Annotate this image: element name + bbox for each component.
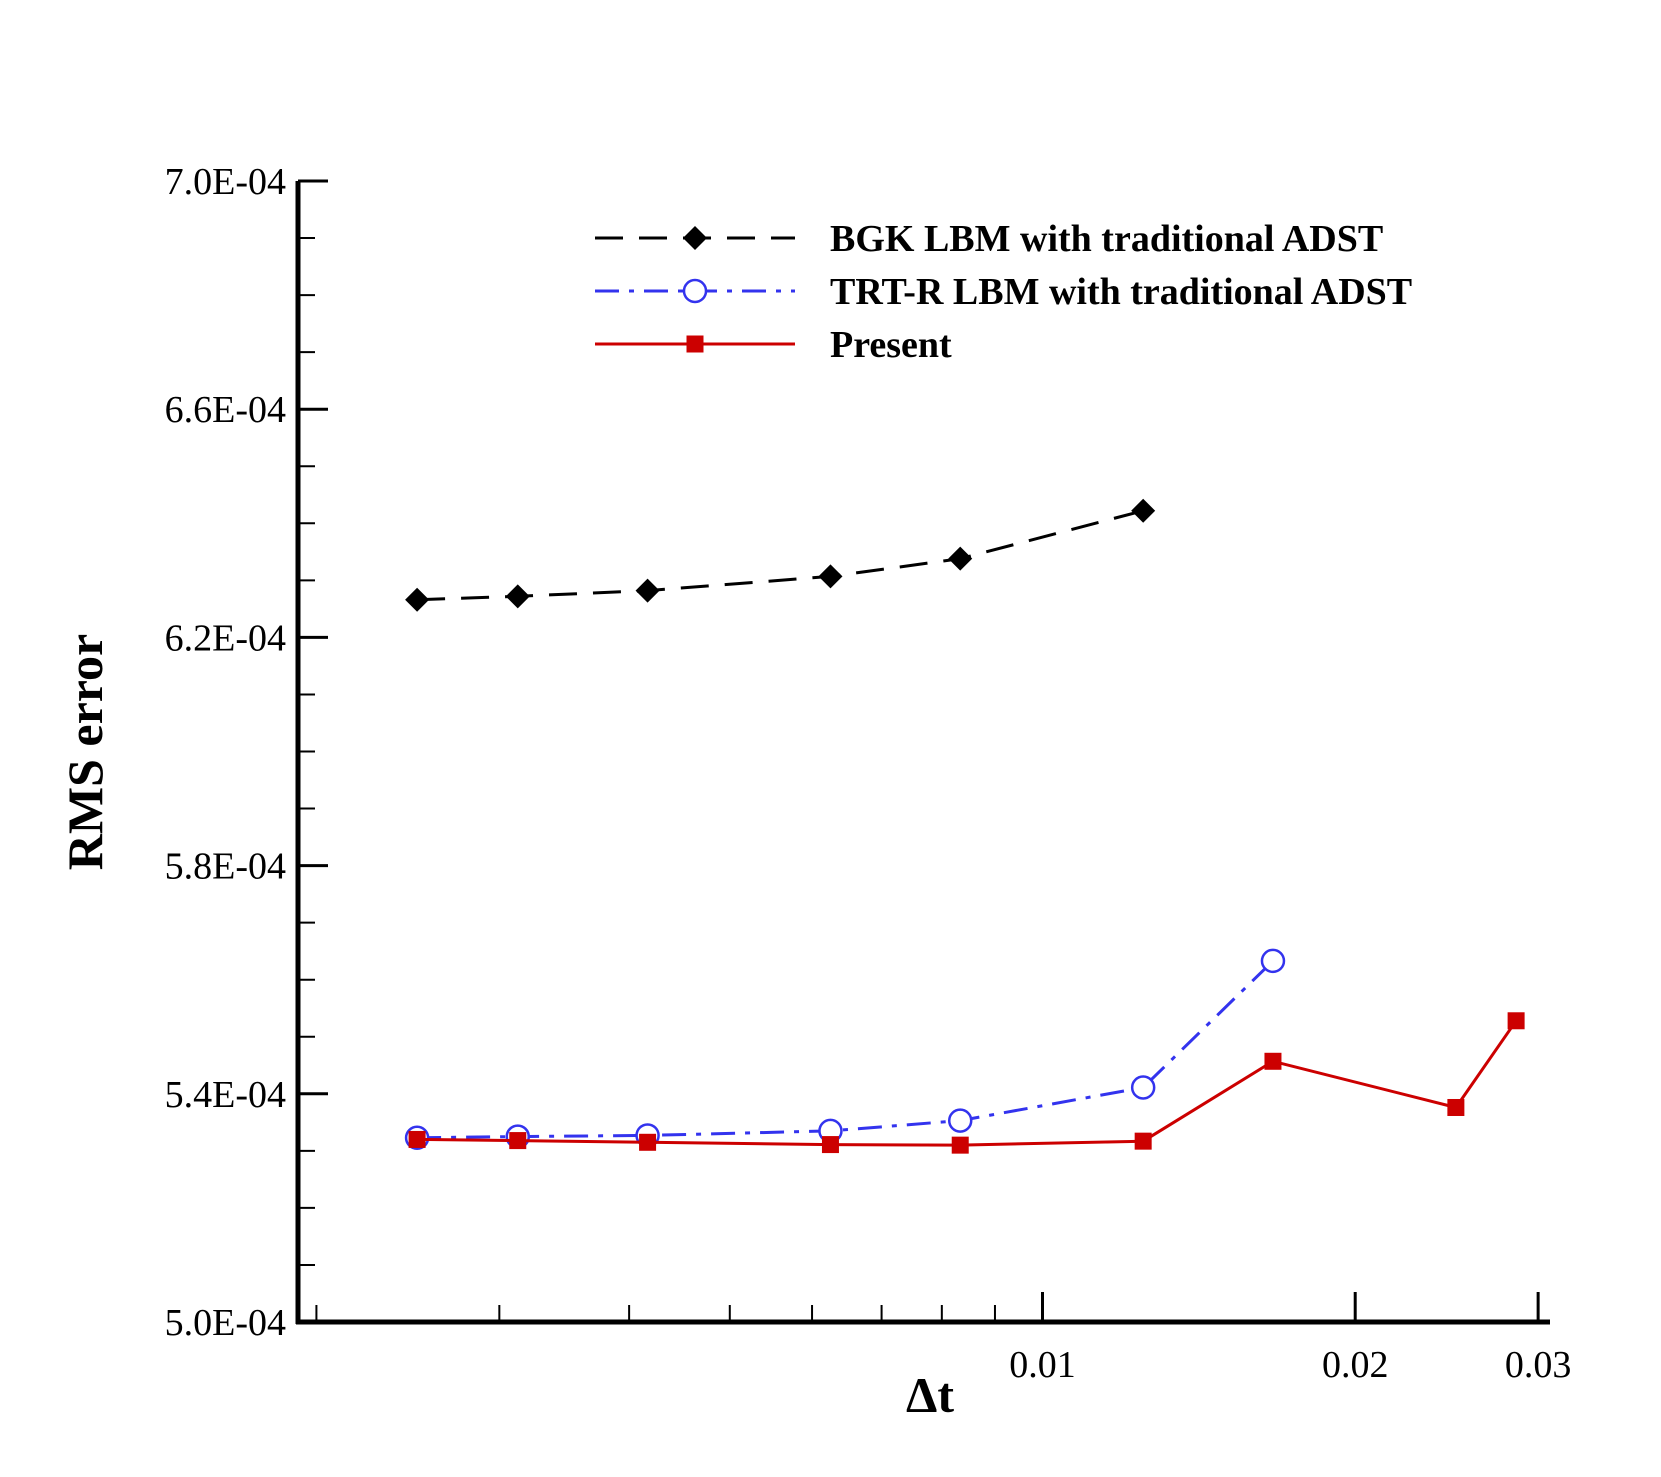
diamond-marker [1131, 498, 1156, 523]
diamond-marker [948, 546, 973, 571]
square-marker [1507, 1012, 1525, 1030]
square-marker [509, 1132, 527, 1150]
y-tick-label: 6.6E-04 [165, 389, 286, 431]
legend-label: TRT-R LBM with traditional ADST [830, 271, 1412, 313]
square-marker [639, 1133, 657, 1151]
square-marker [1264, 1052, 1282, 1070]
y-tick-label: 5.4E-04 [165, 1074, 286, 1116]
square-marker [821, 1136, 839, 1154]
diamond-marker [818, 564, 843, 589]
series-2 [408, 1012, 1525, 1154]
circle-marker [947, 1108, 973, 1133]
x-tick-labels: 0.01 0.02 0.03 [1009, 1344, 1571, 1386]
y-tick-label: 7.0E-04 [165, 161, 286, 203]
circle-marker [682, 278, 708, 304]
diamond-marker [505, 584, 530, 609]
diamond-marker [405, 587, 430, 612]
square-marker [1134, 1132, 1152, 1150]
legend-item: BGK LBM with traditional ADST [595, 218, 1383, 260]
y-tick-labels: 5.0E-04 5.4E-04 5.8E-04 6.2E-04 6.6E-04 7.0E-… [165, 161, 286, 1344]
legend: BGK LBM with traditional ADST TRT-R LBM w… [595, 218, 1412, 366]
diamond-marker [635, 578, 660, 603]
series-line [417, 959, 1275, 1140]
diamond-marker [683, 226, 707, 250]
y-tick-label: 6.2E-04 [165, 617, 286, 659]
axis-ticks [298, 179, 1540, 1324]
series-1 [404, 948, 1286, 1150]
circle-marker [1130, 1075, 1156, 1100]
legend-label: BGK LBM with traditional ADST [830, 218, 1383, 260]
square-marker [951, 1136, 969, 1154]
y-tick-label: 5.0E-04 [165, 1302, 286, 1344]
y-tick-label: 5.8E-04 [165, 846, 286, 888]
x-axis-title: Δt [906, 1367, 954, 1423]
circle-marker [1260, 948, 1286, 974]
series-0 [405, 498, 1156, 612]
legend-item: Present [595, 324, 952, 366]
x-tick-label: 0.03 [1505, 1344, 1572, 1386]
square-marker [408, 1130, 426, 1148]
square-marker [686, 335, 704, 353]
x-tick-label: 0.01 [1009, 1344, 1076, 1386]
legend-item: TRT-R LBM with traditional ADST [595, 271, 1412, 313]
legend-label: Present [830, 324, 952, 366]
y-axis-title: RMS error [57, 634, 113, 870]
square-marker [1447, 1098, 1465, 1116]
data-series [404, 498, 1525, 1154]
series-line [417, 509, 1144, 602]
x-tick-label: 0.02 [1322, 1344, 1389, 1386]
